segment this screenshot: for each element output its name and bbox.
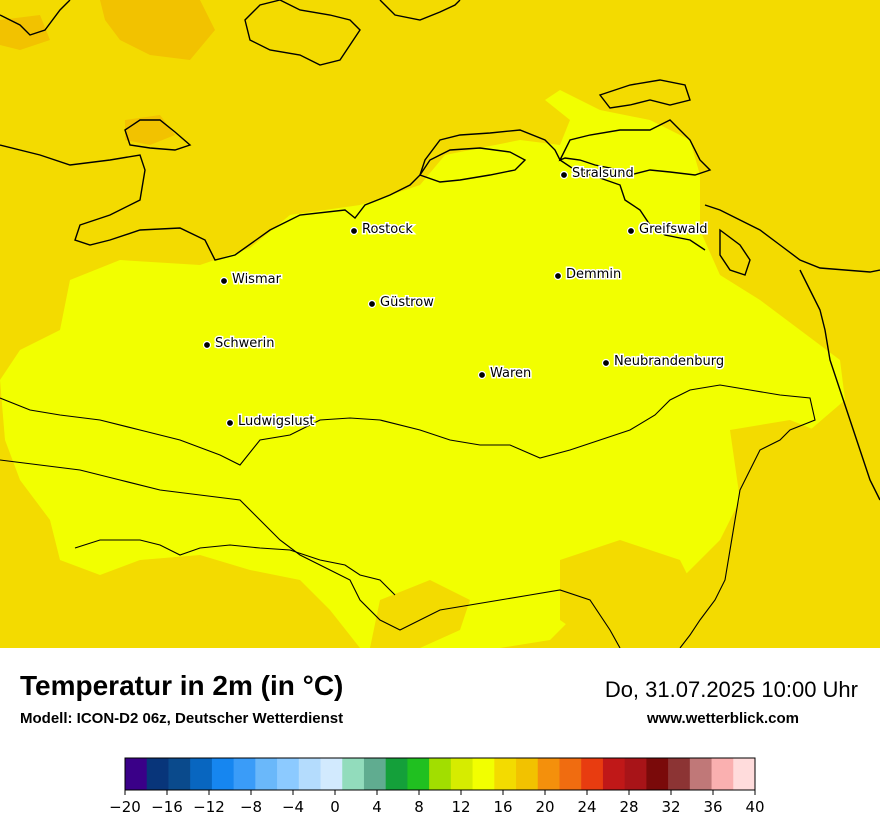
legend-swatch xyxy=(146,758,169,790)
legend-tick-label: 8 xyxy=(414,798,424,816)
cities-layer: Stralsund Rostock Greifswald Wismar Demmin Gü… xyxy=(202,165,726,431)
legend-tick-label: 20 xyxy=(535,798,554,816)
legend-swatch xyxy=(429,758,452,790)
legend-swatch xyxy=(581,758,604,790)
legend-tick-label: −16 xyxy=(151,798,183,816)
legend-swatch xyxy=(277,758,300,790)
legend-swatch xyxy=(602,758,626,790)
fringe-patch-southeast xyxy=(560,540,700,648)
city-marker-ludwigslust: Ludwigslust xyxy=(225,413,316,431)
legend-tick-label: −20 xyxy=(110,798,141,816)
legend-swatch xyxy=(450,758,474,790)
legend-swatch xyxy=(537,758,560,790)
fringe-patch-east xyxy=(730,420,850,560)
legend-tick-label: 12 xyxy=(451,798,470,816)
city-marker-rostock: Rostock xyxy=(349,221,415,239)
legend-swatch xyxy=(255,758,278,790)
legend-tick-label: −4 xyxy=(282,798,304,816)
city-label: Ludwigslust xyxy=(238,414,315,429)
city-marker-demmin: Demmin xyxy=(553,266,623,284)
city-marker-güstrow: Güstrow xyxy=(367,294,436,312)
city-marker-neubrandenburg: Neubrandenburg xyxy=(601,353,726,371)
legend-tick-label: −8 xyxy=(240,798,262,816)
legend-frame xyxy=(124,757,756,791)
legend-swatch xyxy=(363,758,387,790)
temperature-map: Stralsund Rostock Greifswald Wismar Demmin Gü… xyxy=(0,0,880,648)
city-dot xyxy=(367,299,377,309)
legend-swatch xyxy=(385,758,408,790)
city-label: Waren xyxy=(490,366,531,381)
city-marker-schwerin: Schwerin xyxy=(202,335,276,353)
color-legend: −20 −16 −12 −8 −4 0 4 8 12 16 20 24 28 32 36 40 xyxy=(109,752,770,822)
city-dot xyxy=(601,358,611,368)
city-marker-greifswald: Greifswald xyxy=(626,221,709,239)
model-source: Modell: ICON-D2 06z, Deutscher Wetterdie… xyxy=(20,710,344,727)
legend-tick-label: 28 xyxy=(619,798,638,816)
city-label: Rostock xyxy=(362,222,413,237)
legend-swatch xyxy=(689,758,713,790)
legend-swatch xyxy=(494,758,517,790)
legend-swatch xyxy=(211,758,235,790)
legend-swatch xyxy=(559,758,582,790)
city-dot xyxy=(219,276,229,286)
legend-swatch xyxy=(407,758,430,790)
legend-tick-label: 36 xyxy=(703,798,722,816)
coastlines xyxy=(0,0,880,501)
city-label: Güstrow xyxy=(380,295,434,310)
legend-swatch xyxy=(168,758,191,790)
fringe-patch-southwest xyxy=(0,590,240,648)
city-dot xyxy=(202,340,212,350)
legend-swatch xyxy=(190,758,213,790)
city-dot xyxy=(553,271,563,281)
city-label: Greifswald xyxy=(639,222,708,237)
legend-swatch xyxy=(472,758,495,790)
forecast-datetime: Do, 31.07.2025 10:00 Uhr xyxy=(604,677,858,702)
city-dot xyxy=(559,170,569,180)
legend-tick-label: 40 xyxy=(745,798,764,816)
legend-swatch xyxy=(125,758,148,790)
legend-tick-label: 32 xyxy=(661,798,680,816)
city-label: Schwerin xyxy=(215,336,274,351)
legend-tick-label: 24 xyxy=(577,798,596,816)
legend-tick-label: −12 xyxy=(193,798,225,816)
city-dot xyxy=(477,370,487,380)
legend-swatch xyxy=(624,758,647,790)
legend-swatch xyxy=(233,758,256,790)
legend-swatch xyxy=(516,758,539,790)
city-label: Wismar xyxy=(232,272,282,287)
legend-swatch xyxy=(320,758,343,790)
city-dot xyxy=(225,418,235,428)
warm-patch-northwest xyxy=(0,0,215,145)
legend-swatch xyxy=(668,758,691,790)
city-marker-wismar: Wismar xyxy=(219,271,283,289)
legend-swatch xyxy=(646,758,669,790)
legend-tick-label: 0 xyxy=(330,798,340,816)
legend-tick-label: 4 xyxy=(372,798,382,816)
legend-tick-label: 16 xyxy=(493,798,512,816)
city-marker-stralsund: Stralsund xyxy=(559,165,635,183)
city-dot xyxy=(626,226,636,236)
fringe-patch-south xyxy=(370,580,470,648)
city-marker-waren: Waren xyxy=(477,365,533,383)
legend-swatch xyxy=(711,758,734,790)
region-borders xyxy=(0,384,816,648)
city-label: Neubrandenburg xyxy=(614,354,724,369)
city-dot xyxy=(349,226,359,236)
legend-swatch xyxy=(342,758,365,790)
legend-swatch xyxy=(733,758,756,790)
city-label: Stralsund xyxy=(572,166,634,181)
city-label: Demmin xyxy=(566,267,621,282)
legend-swatch xyxy=(298,758,322,790)
map-title: Temperatur in 2m (in °C) xyxy=(20,670,344,701)
website-link[interactable]: www.wetterblick.com xyxy=(647,710,799,727)
